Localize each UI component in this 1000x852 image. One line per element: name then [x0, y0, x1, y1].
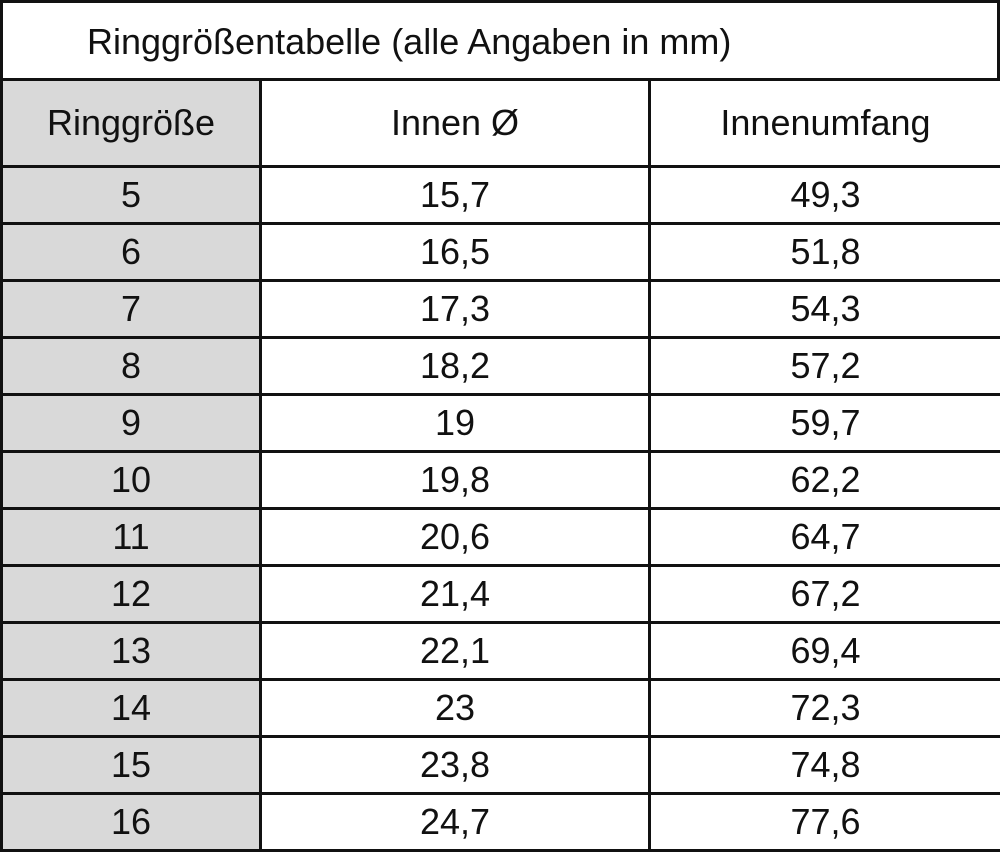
table-cell: 14: [2, 680, 261, 737]
table-cell: 6: [2, 224, 261, 281]
table-cell: 16,5: [261, 224, 650, 281]
table-cell: 62,2: [650, 452, 1000, 509]
table-cell: 8: [2, 338, 261, 395]
table-cell: 19: [261, 395, 650, 452]
table-cell: 9: [2, 395, 261, 452]
table-cell: 15,7: [261, 167, 650, 224]
table-cell: 18,2: [261, 338, 650, 395]
header-cell: Innen Ø: [261, 80, 650, 167]
table-cell: 57,2: [650, 338, 1000, 395]
table-cell: 10: [2, 452, 261, 509]
table-cell: 77,6: [650, 794, 1000, 851]
table-cell: 74,8: [650, 737, 1000, 794]
table-cell: 54,3: [650, 281, 1000, 338]
table-cell: 19,8: [261, 452, 650, 509]
table-cell: 67,2: [650, 566, 1000, 623]
table-cell: 13: [2, 623, 261, 680]
table-cell: 20,6: [261, 509, 650, 566]
header-cell: Ringgröße: [2, 80, 261, 167]
table-cell: 11: [2, 509, 261, 566]
table-cell: 24,7: [261, 794, 650, 851]
table-cell: 16: [2, 794, 261, 851]
table-cell: 22,1: [261, 623, 650, 680]
table-cell: 51,8: [650, 224, 1000, 281]
table-cell: 15: [2, 737, 261, 794]
table-cell: 17,3: [261, 281, 650, 338]
table-cell: 23,8: [261, 737, 650, 794]
header-cell: Innenumfang: [650, 80, 1000, 167]
table-cell: 64,7: [650, 509, 1000, 566]
table-cell: 23: [261, 680, 650, 737]
table-cell: 7: [2, 281, 261, 338]
table-cell: 21,4: [261, 566, 650, 623]
table-cell: 59,7: [650, 395, 1000, 452]
table-title: Ringgrößentabelle (alle Angaben in mm): [0, 0, 1000, 78]
table-cell: 72,3: [650, 680, 1000, 737]
table-cell: 12: [2, 566, 261, 623]
table-cell: 5: [2, 167, 261, 224]
table-cell: 69,4: [650, 623, 1000, 680]
table-cell: 49,3: [650, 167, 1000, 224]
